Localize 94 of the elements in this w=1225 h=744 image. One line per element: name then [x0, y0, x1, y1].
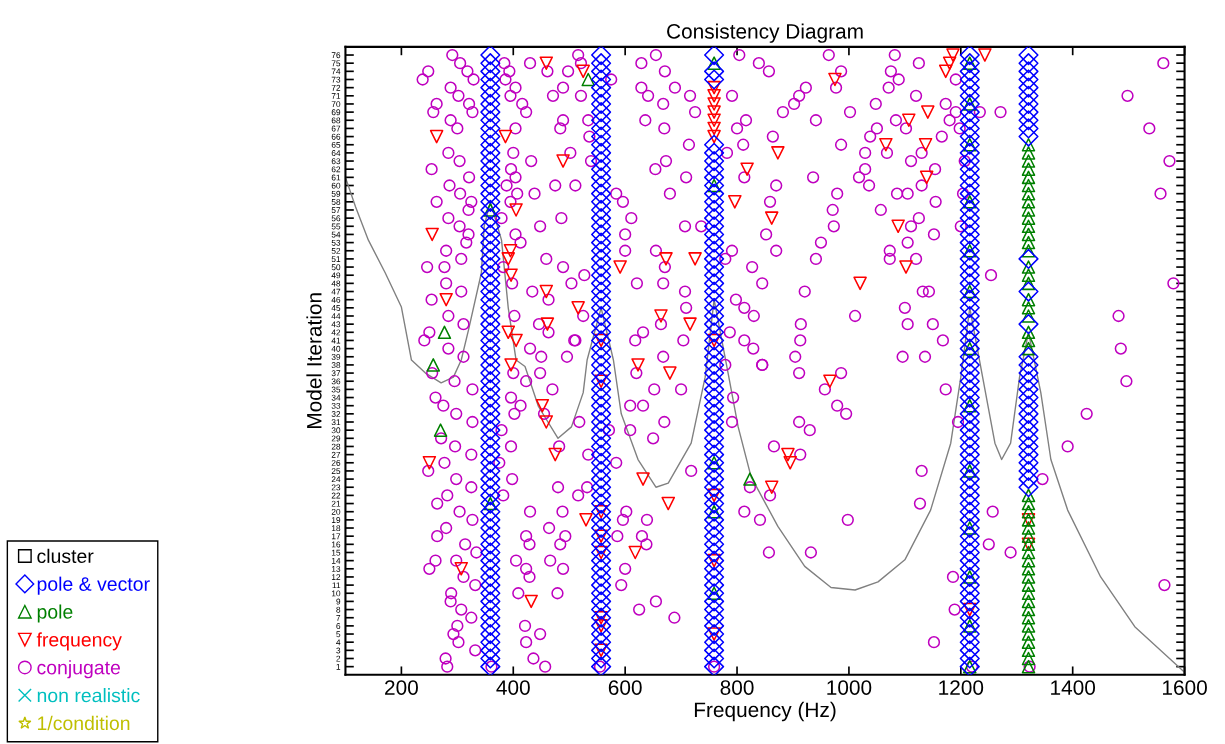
y-tick-label: 23: [331, 484, 341, 491]
y-tick-label: 1: [336, 663, 341, 670]
y-tick-label: 76: [331, 52, 341, 59]
y-tick-label: 49: [331, 272, 341, 279]
y-tick-label: 17: [331, 533, 341, 540]
y-tick-label: 20: [331, 508, 341, 515]
y-tick-label: 56: [331, 215, 341, 222]
y-tick-label: 40: [331, 345, 341, 352]
y-tick-label: 73: [331, 76, 341, 83]
y-tick-label: 66: [331, 133, 341, 140]
y-tick-label: 15: [331, 549, 341, 556]
y-tick-label: 31: [331, 419, 341, 426]
legend-label: pole: [37, 604, 73, 623]
y-tick-label: 9: [336, 598, 341, 605]
y-tick-label: 44: [331, 313, 341, 320]
legend-label: pole & vector: [37, 576, 150, 595]
y-tick-label: 50: [331, 264, 341, 271]
y-tick-label: 7: [336, 615, 341, 621]
y-tick-label: 11: [332, 582, 341, 589]
y-tick-label: 51: [331, 256, 341, 262]
y-tick-label: 4: [336, 639, 341, 646]
y-tick-label: 41: [331, 337, 341, 344]
y-tick-label: 70: [331, 101, 341, 108]
y-tick-label: 10: [331, 590, 341, 597]
y-tick-label: 64: [331, 150, 341, 156]
y-tick-label: 60: [331, 182, 341, 189]
y-tick-label: 68: [331, 117, 341, 124]
y-tick-label: 26: [331, 459, 341, 466]
y-tick-label: 59: [331, 190, 341, 197]
y-tick-label: 39: [331, 353, 341, 360]
x-tick-label: 400: [496, 680, 530, 695]
y-tick-label: 38: [331, 362, 341, 369]
y-tick-label: 24: [331, 476, 341, 483]
y-tick-label: 72: [331, 84, 341, 91]
y-tick-label: 12: [331, 574, 341, 580]
y-tick-label: 75: [331, 60, 341, 67]
y-tick-label: 69: [331, 109, 341, 116]
y-tick-label: 22: [331, 492, 341, 499]
y-tick-label: 54: [331, 231, 341, 238]
y-tick-label: 33: [331, 402, 341, 409]
y-tick-label: 18: [331, 525, 341, 532]
y-tick-label: 47: [331, 288, 341, 295]
y-tick-label: 71: [331, 93, 341, 99]
y-tick-label: 62: [331, 166, 341, 173]
legend-label: non realistic: [37, 688, 140, 703]
y-tick-label: 29: [331, 435, 341, 442]
y-tick-label: 3: [336, 647, 341, 654]
y-tick-label: 30: [331, 427, 341, 434]
x-tick-label: 1000: [827, 680, 872, 695]
y-tick-label: 57: [331, 207, 341, 214]
y-tick-label: 28: [331, 443, 341, 450]
legend-label: 1/condition: [38, 715, 130, 731]
y-axis-title: Model Iteration: [306, 293, 322, 429]
y-tick-label: 2: [336, 655, 341, 662]
y-tick-label: 74: [331, 68, 341, 75]
x-tick-label: 800: [720, 680, 754, 695]
y-tick-label: 5: [336, 631, 341, 638]
y-tick-label: 6: [336, 623, 341, 629]
y-tick-label: 13: [331, 565, 341, 572]
y-tick-label: 43: [331, 321, 341, 328]
y-tick-label: 16: [331, 541, 341, 548]
y-tick-label: 55: [331, 223, 341, 230]
y-tick-label: 63: [331, 158, 341, 165]
x-tick-label: 200: [385, 680, 418, 695]
y-tick-label: 35: [331, 386, 341, 393]
y-tick-label: 67: [331, 125, 341, 132]
legend-label: frequency: [36, 632, 122, 651]
x-tick-label: 1600: [1162, 680, 1207, 695]
x-tick-label: 1400: [1051, 680, 1096, 695]
y-tick-label: 46: [331, 296, 341, 303]
y-tick-label: 36: [331, 378, 341, 385]
y-tick-label: 19: [331, 517, 341, 523]
y-tick-label: 42: [331, 329, 341, 336]
y-tick-label: 45: [331, 305, 341, 311]
y-tick-label: 37: [331, 370, 341, 377]
x-axis-title: Frequency (Hz): [694, 701, 836, 722]
y-tick-label: 61: [331, 174, 341, 181]
y-tick-label: 52: [331, 247, 341, 254]
y-tick-label: 27: [331, 451, 341, 458]
legend-label: cluster: [37, 548, 94, 564]
y-tick-label: 32: [331, 411, 341, 417]
legend-label: conjugate: [37, 660, 120, 679]
y-tick-label: 8: [336, 606, 341, 613]
y-tick-label: 21: [331, 500, 341, 507]
x-tick-label: 600: [608, 680, 642, 695]
x-tick-label: 1200: [939, 680, 984, 695]
y-tick-label: 58: [331, 199, 341, 205]
y-tick-label: 25: [331, 468, 341, 475]
chart-title: Consistency Diagram: [667, 23, 863, 43]
y-tick-label: 14: [331, 557, 341, 564]
y-tick-label: 65: [331, 141, 341, 148]
y-tick-label: 34: [331, 394, 341, 401]
y-tick-label: 48: [331, 280, 341, 287]
y-tick-label: 53: [331, 239, 341, 246]
